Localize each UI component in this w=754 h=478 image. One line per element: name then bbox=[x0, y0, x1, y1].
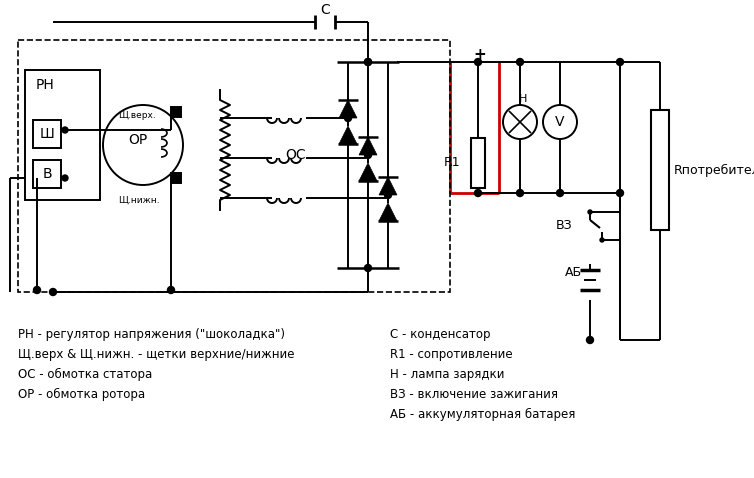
Polygon shape bbox=[379, 177, 397, 195]
Text: ОР - обмотка ротора: ОР - обмотка ротора bbox=[18, 388, 145, 401]
Circle shape bbox=[617, 58, 624, 65]
Text: ОС - обмотка статора: ОС - обмотка статора bbox=[18, 368, 152, 381]
Circle shape bbox=[556, 189, 563, 196]
Text: С: С bbox=[320, 3, 330, 17]
Circle shape bbox=[364, 264, 372, 272]
Bar bbox=[33, 120, 61, 148]
Circle shape bbox=[167, 286, 174, 293]
Circle shape bbox=[617, 189, 624, 196]
Polygon shape bbox=[379, 203, 397, 221]
Circle shape bbox=[364, 152, 372, 159]
Circle shape bbox=[33, 286, 41, 293]
Text: ВЗ - включение зажигания: ВЗ - включение зажигания bbox=[390, 388, 558, 401]
Circle shape bbox=[600, 238, 604, 242]
Circle shape bbox=[588, 210, 592, 214]
Bar bbox=[471, 138, 485, 188]
Circle shape bbox=[364, 58, 372, 65]
Polygon shape bbox=[339, 126, 357, 144]
Circle shape bbox=[62, 175, 68, 181]
Circle shape bbox=[62, 127, 68, 133]
Text: Щ.верх & Щ.нижн. - щетки верхние/нижние: Щ.верх & Щ.нижн. - щетки верхние/нижние bbox=[18, 348, 295, 361]
Text: V: V bbox=[555, 115, 565, 129]
Text: R1: R1 bbox=[443, 156, 460, 170]
Polygon shape bbox=[339, 100, 357, 118]
Text: Ш: Ш bbox=[40, 127, 54, 141]
Circle shape bbox=[516, 58, 523, 65]
Circle shape bbox=[385, 192, 391, 198]
Polygon shape bbox=[359, 163, 377, 181]
Bar bbox=[25, 70, 100, 200]
Text: Rпотребители: Rпотребители bbox=[674, 163, 754, 176]
Text: Щ.верх.: Щ.верх. bbox=[118, 110, 156, 120]
Circle shape bbox=[364, 58, 372, 65]
Circle shape bbox=[474, 58, 482, 65]
Circle shape bbox=[50, 289, 57, 295]
Bar bbox=[171, 107, 181, 117]
Text: ОС: ОС bbox=[285, 148, 305, 162]
Circle shape bbox=[345, 115, 351, 121]
Polygon shape bbox=[359, 137, 377, 155]
Text: Н: Н bbox=[519, 94, 527, 104]
Text: ОР: ОР bbox=[128, 133, 148, 147]
Circle shape bbox=[516, 189, 523, 196]
Text: АБ: АБ bbox=[565, 265, 582, 279]
Text: РН - регулятор напряжения ("шоколадка"): РН - регулятор напряжения ("шоколадка") bbox=[18, 328, 285, 341]
Text: R1 - сопротивление: R1 - сопротивление bbox=[390, 348, 513, 361]
Text: Н - лампа зарядки: Н - лампа зарядки bbox=[390, 368, 504, 381]
Circle shape bbox=[474, 189, 482, 196]
Bar bbox=[651, 110, 669, 230]
Text: +: + bbox=[473, 46, 486, 62]
Text: АБ - аккумуляторная батарея: АБ - аккумуляторная батарея bbox=[390, 408, 575, 421]
Bar bbox=[33, 160, 61, 188]
Text: Щ.нижн.: Щ.нижн. bbox=[118, 196, 160, 205]
Bar bbox=[171, 173, 181, 183]
Circle shape bbox=[587, 337, 593, 344]
Text: С - конденсатор: С - конденсатор bbox=[390, 328, 491, 341]
Bar bbox=[18, 40, 450, 292]
Text: ВЗ: ВЗ bbox=[556, 218, 572, 231]
Text: В: В bbox=[42, 167, 52, 181]
Text: РН: РН bbox=[35, 78, 54, 92]
